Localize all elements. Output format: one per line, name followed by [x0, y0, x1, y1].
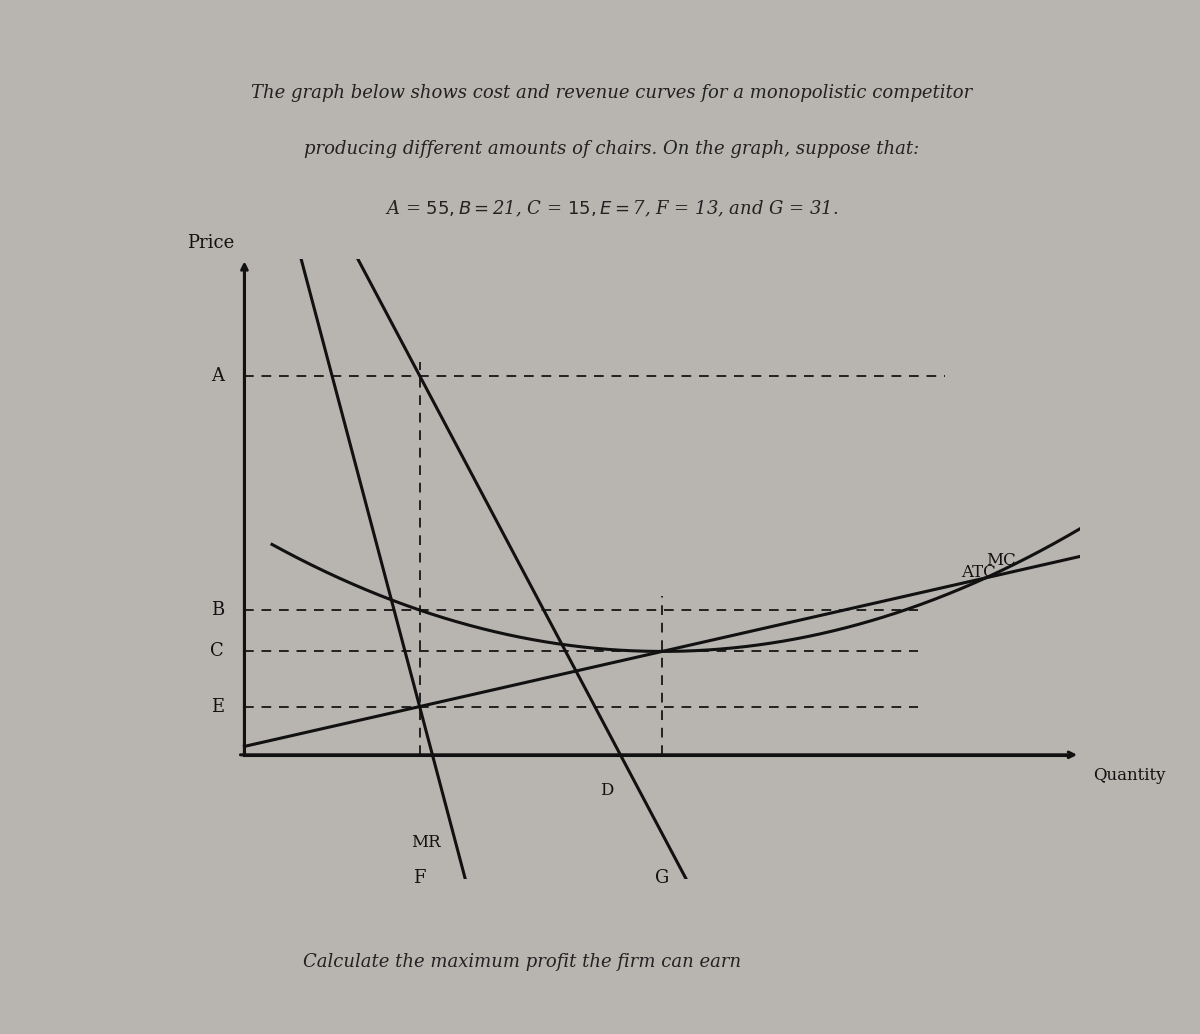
Text: Quantity: Quantity — [1093, 767, 1166, 784]
Text: B: B — [211, 601, 224, 619]
Text: F: F — [413, 869, 426, 886]
Text: MC: MC — [986, 552, 1016, 569]
Text: Calculate the maximum profit the firm can earn: Calculate the maximum profit the firm ca… — [302, 952, 742, 971]
Text: A = $55, B = $21, C = $15, E = $7, F = 13, and G = 31.: A = $55, B = $21, C = $15, E = $7, F = 1… — [385, 199, 839, 219]
Text: E: E — [211, 698, 224, 716]
Text: G: G — [655, 869, 670, 886]
Text: A: A — [211, 367, 224, 385]
Text: D: D — [600, 783, 613, 799]
Text: MR: MR — [412, 834, 442, 851]
Text: C: C — [210, 642, 224, 661]
Text: producing different amounts of chairs. On the graph, suppose that:: producing different amounts of chairs. O… — [305, 141, 919, 158]
Text: The graph below shows cost and revenue curves for a monopolistic competitor: The graph below shows cost and revenue c… — [251, 85, 973, 102]
Text: Price: Price — [187, 234, 234, 251]
Text: ATC: ATC — [961, 564, 996, 581]
